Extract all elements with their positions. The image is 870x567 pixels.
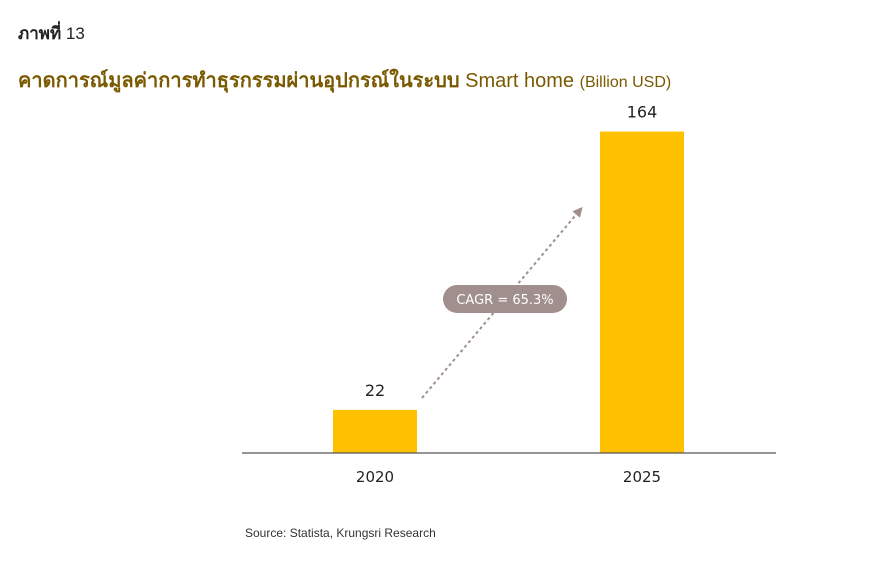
x-tick-label-2025: 2025 [623, 468, 661, 486]
cagr-badge [443, 285, 567, 313]
figure-number-value: 13 [65, 24, 85, 43]
value-label-2020: 22 [365, 381, 385, 400]
bar-2020 [333, 409, 417, 453]
chart-title-english: Smart home [465, 70, 575, 92]
bar-2025 [600, 131, 684, 453]
chart-title: คาดการณ์มูลค่าการทำธุรกรรมผ่านอุปกรณ์ในร… [18, 64, 671, 96]
cagr-label: CAGR = 65.3% [456, 293, 553, 308]
chart-title-thai: คาดการณ์มูลค่าการทำธุรกรรมผ่านอุปกรณ์ในร… [18, 70, 460, 92]
figure-number: ภาพที่ 13 [18, 20, 85, 47]
figure-label: ภาพที่ [18, 24, 62, 43]
value-label-2025: 164 [627, 103, 658, 122]
chart-title-unit: (Billion USD) [579, 74, 672, 91]
source-note: Source: Statista, Krungsri Research [245, 526, 436, 540]
x-tick-label-2020: 2020 [356, 468, 394, 486]
